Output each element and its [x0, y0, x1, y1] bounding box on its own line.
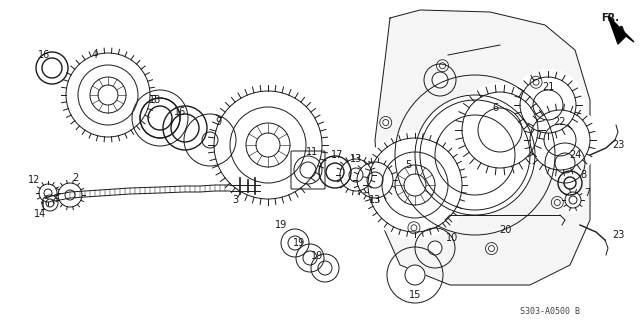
Text: 18: 18 — [149, 95, 161, 105]
Text: 10: 10 — [446, 233, 458, 243]
Circle shape — [488, 245, 495, 252]
Text: 20: 20 — [499, 225, 511, 235]
Circle shape — [561, 188, 585, 212]
Text: 17: 17 — [331, 150, 343, 160]
Text: 16: 16 — [38, 50, 50, 60]
Text: 14: 14 — [34, 209, 46, 219]
Text: 6: 6 — [492, 103, 498, 113]
Circle shape — [326, 163, 344, 181]
Circle shape — [206, 83, 330, 207]
Text: 21: 21 — [542, 82, 554, 92]
Text: 1: 1 — [40, 202, 46, 212]
Circle shape — [303, 251, 317, 265]
Circle shape — [405, 265, 425, 285]
Text: 5: 5 — [405, 160, 411, 170]
Circle shape — [140, 98, 180, 138]
Circle shape — [148, 106, 172, 130]
Text: 19: 19 — [275, 220, 287, 230]
Circle shape — [352, 157, 398, 203]
Circle shape — [564, 177, 576, 189]
Circle shape — [554, 199, 560, 205]
Text: 4: 4 — [92, 50, 98, 60]
Polygon shape — [375, 10, 590, 285]
Circle shape — [440, 63, 445, 69]
Text: 13: 13 — [369, 195, 381, 205]
Circle shape — [42, 58, 62, 78]
Circle shape — [383, 119, 388, 125]
Circle shape — [300, 162, 316, 178]
Text: 3: 3 — [232, 195, 238, 205]
Circle shape — [522, 102, 598, 178]
Text: 2: 2 — [72, 173, 78, 183]
Circle shape — [432, 72, 448, 88]
Circle shape — [555, 153, 575, 173]
Polygon shape — [608, 16, 634, 44]
Text: 12: 12 — [28, 175, 40, 185]
Circle shape — [428, 241, 442, 255]
Text: 11: 11 — [306, 147, 318, 157]
Circle shape — [411, 225, 417, 231]
Text: 19: 19 — [311, 251, 323, 261]
Circle shape — [361, 131, 469, 239]
Text: 23: 23 — [612, 140, 624, 150]
Text: 13: 13 — [350, 154, 362, 164]
Text: 15: 15 — [409, 290, 421, 300]
Circle shape — [59, 46, 157, 144]
Circle shape — [54, 179, 86, 211]
Circle shape — [435, 115, 515, 195]
Circle shape — [512, 69, 584, 141]
Text: 8: 8 — [580, 170, 586, 180]
Text: 23: 23 — [612, 230, 624, 240]
Circle shape — [335, 154, 377, 196]
Text: 7: 7 — [584, 188, 590, 198]
Text: 22: 22 — [554, 117, 566, 127]
Text: 16: 16 — [174, 107, 186, 117]
Circle shape — [202, 132, 218, 148]
Text: FR.: FR. — [601, 13, 619, 23]
Circle shape — [453, 83, 547, 177]
Circle shape — [533, 79, 539, 85]
Circle shape — [318, 261, 332, 275]
Circle shape — [171, 114, 199, 142]
Text: 24: 24 — [569, 150, 581, 160]
Text: S303-A0500 B: S303-A0500 B — [520, 308, 580, 316]
Text: 19: 19 — [293, 238, 305, 248]
Text: 9: 9 — [215, 117, 221, 127]
Circle shape — [35, 180, 61, 206]
Circle shape — [415, 95, 535, 215]
Circle shape — [46, 199, 54, 207]
Circle shape — [288, 236, 302, 250]
